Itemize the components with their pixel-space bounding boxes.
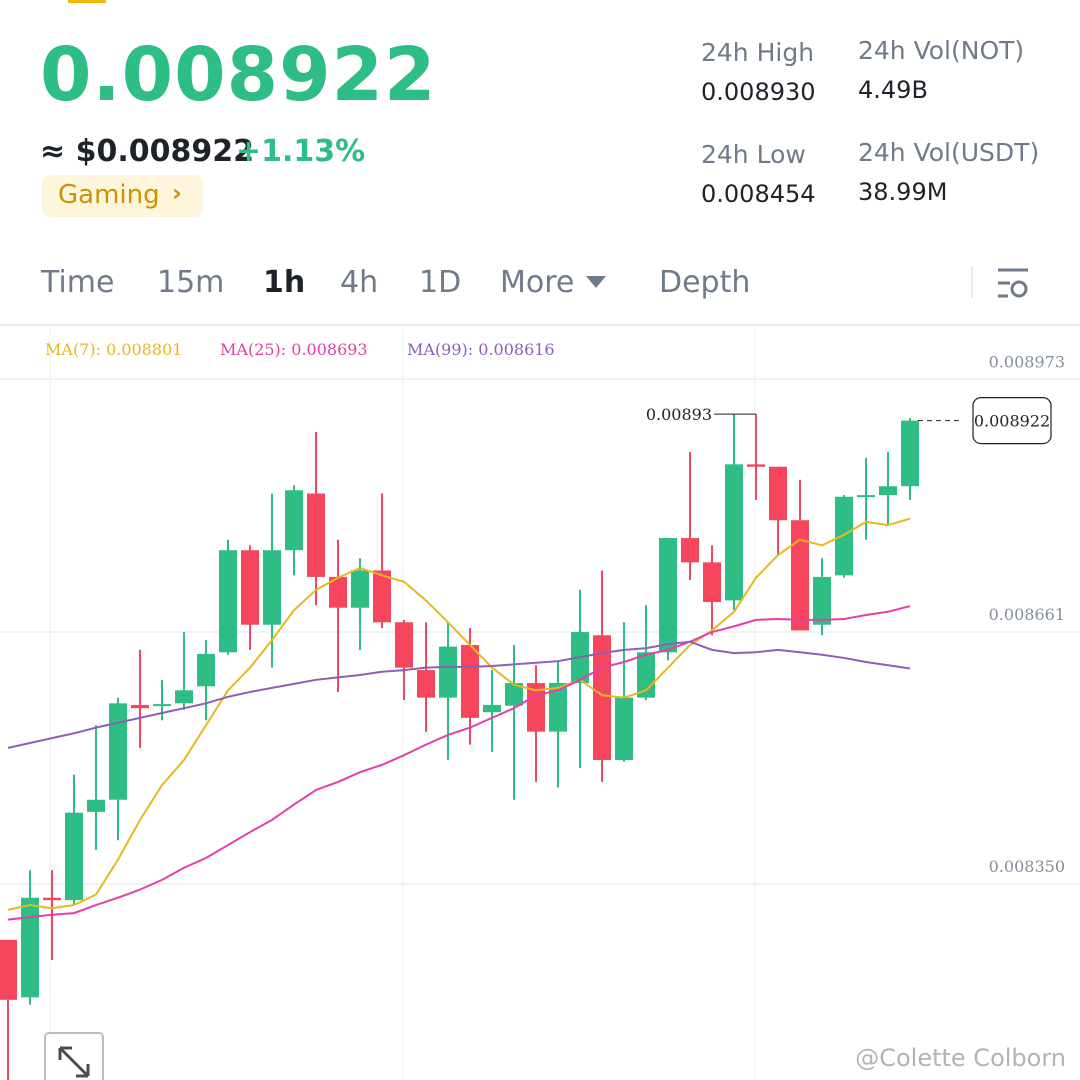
candle-body <box>0 939 17 1000</box>
candle-body <box>813 576 831 625</box>
candle-body <box>65 812 83 901</box>
candle-body <box>219 550 237 653</box>
y-tick-label: 0.008973 <box>989 352 1065 371</box>
candle-body <box>747 464 765 467</box>
tab[interactable]: 1D <box>419 265 462 300</box>
candle-body <box>681 538 699 563</box>
tab[interactable]: 15m <box>157 265 225 300</box>
tab[interactable]: Depth <box>659 265 751 300</box>
ma-line <box>7 605 911 921</box>
candle-body <box>835 496 853 576</box>
stat-label: 24h Vol(USDT) <box>858 138 1040 167</box>
candle-body <box>439 646 457 698</box>
candle-body <box>307 493 325 577</box>
y-tick-label: 0.008350 <box>989 857 1065 876</box>
candle-body <box>483 704 501 713</box>
chevron: › <box>172 179 182 207</box>
candle-body <box>175 690 193 704</box>
y-tick-label: 0.008661 <box>989 605 1065 624</box>
candle-body <box>505 683 523 706</box>
watermark: @Colette Colborn <box>855 1044 1066 1072</box>
stat-label: 24h Vol(NOT) <box>858 36 1025 65</box>
price-change: +1.13% <box>236 134 366 169</box>
candle-body <box>417 670 435 698</box>
candle-body <box>879 486 897 496</box>
tab-indicator <box>68 0 106 3</box>
candle-body <box>615 697 633 761</box>
candle-body <box>241 550 259 625</box>
candle-body <box>131 704 149 709</box>
ma-line <box>7 517 911 911</box>
candle-body <box>769 466 787 521</box>
tab[interactable]: More <box>500 265 575 300</box>
candle-body <box>285 490 303 551</box>
legend-entry: MA(25): 0.008693 <box>220 340 368 359</box>
legend-entry: MA(7): 0.008801 <box>45 340 182 359</box>
stat-label: 24h High <box>701 38 815 67</box>
dropdown-arrow <box>586 276 606 288</box>
stat-value: 0.008930 <box>701 78 816 106</box>
price-tag <box>972 396 1052 445</box>
settings-icon[interactable] <box>998 268 1028 298</box>
ma-line <box>7 640 911 749</box>
candle-body <box>725 464 743 601</box>
usd-price: ≈ $0.008922 <box>40 134 254 169</box>
candle-body <box>153 704 171 707</box>
tag-label: Gaming <box>58 180 160 210</box>
candle-body <box>263 550 281 625</box>
candle-body <box>901 420 919 487</box>
candle-body <box>351 570 369 608</box>
candle-body <box>329 576 347 608</box>
stat-value: 38.99M <box>858 178 948 206</box>
tab[interactable]: 4h <box>340 265 379 300</box>
candle-body <box>87 799 105 812</box>
expand-button[interactable] <box>44 1032 104 1080</box>
candle-body <box>21 897 39 998</box>
candle-body <box>461 644 479 718</box>
candle-body <box>791 520 809 631</box>
high-marker-label: 0.00893 <box>646 405 712 424</box>
candle-body <box>109 703 127 800</box>
candle-body <box>197 653 215 687</box>
category-tag[interactable]: Gaming › <box>42 175 203 217</box>
expand-icon <box>58 1046 90 1078</box>
last-price: 0.008922 <box>40 32 437 118</box>
stat-label: 24h Low <box>701 140 806 169</box>
candle-body <box>395 622 413 668</box>
tab[interactable]: Time <box>41 265 115 300</box>
candle-body <box>703 562 721 603</box>
stat-value: 4.49B <box>858 76 928 104</box>
stat-value: 0.008454 <box>701 180 816 208</box>
candle-body <box>857 495 875 498</box>
legend-entry: MA(99): 0.008616 <box>407 340 555 359</box>
candle-body <box>549 683 567 732</box>
candle-body <box>43 897 61 901</box>
tab[interactable]: 1h <box>263 265 306 300</box>
candle-body <box>659 538 677 653</box>
price-tag-label: 0.008922 <box>974 412 1050 431</box>
candle-body <box>373 570 391 623</box>
